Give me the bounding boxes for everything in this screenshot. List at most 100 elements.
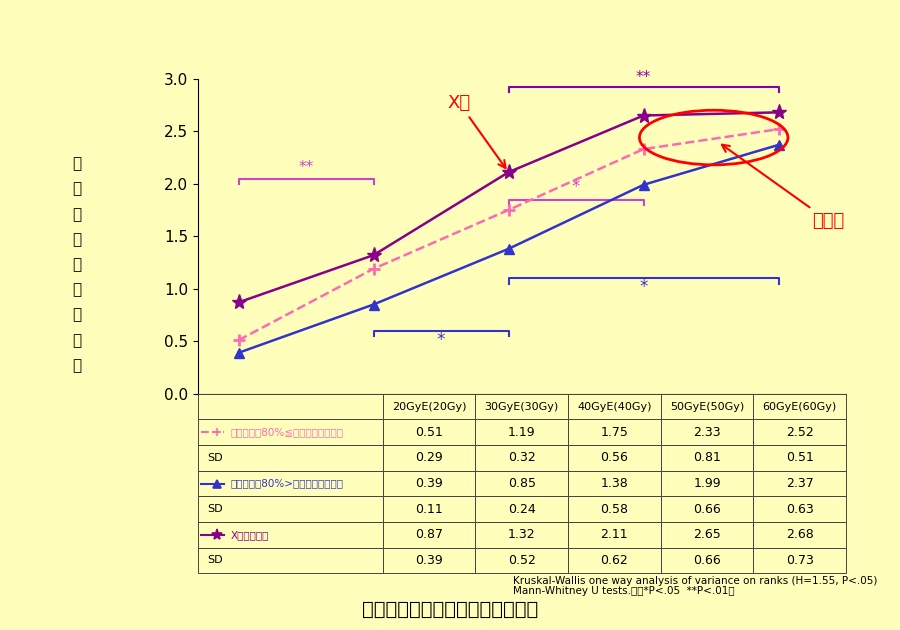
Bar [568, 445, 661, 471]
Bar [382, 496, 475, 522]
Bar [382, 547, 475, 573]
Text: 0.66: 0.66 [693, 554, 721, 567]
Text: 0.24: 0.24 [508, 503, 536, 516]
Bar [382, 522, 475, 547]
Text: 60GyE(60Gy): 60GyE(60Gy) [762, 401, 837, 411]
Bar [382, 420, 475, 445]
Text: SD: SD [208, 453, 223, 463]
Bar [661, 547, 753, 573]
Bar [568, 394, 661, 420]
Text: 粘: 粘 [72, 207, 81, 222]
Text: 40GyE(40Gy): 40GyE(40Gy) [577, 401, 652, 411]
Text: 0.11: 0.11 [415, 503, 443, 516]
Text: 腔: 腔 [72, 181, 81, 197]
Bar [475, 445, 568, 471]
Bar [661, 522, 753, 547]
Text: SD: SD [208, 504, 223, 514]
Text: 1.38: 1.38 [600, 477, 628, 490]
Bar [753, 522, 846, 547]
Text: 1.99: 1.99 [693, 477, 721, 490]
Bar [198, 420, 382, 445]
Bar [198, 496, 382, 522]
Text: 2.68: 2.68 [786, 529, 814, 541]
Bar [475, 471, 568, 496]
Text: 0.81: 0.81 [693, 451, 721, 464]
Text: 1.32: 1.32 [508, 529, 536, 541]
Text: 口: 口 [72, 156, 81, 171]
Text: **: ** [299, 161, 313, 175]
Bar [475, 522, 568, 547]
Bar [568, 420, 661, 445]
Text: X線: X線 [448, 94, 506, 168]
Bar [753, 445, 846, 471]
Text: Mann-Whitney U tests.　（*P<.05  **P<.01）: Mann-Whitney U tests. （*P<.05 **P<.01） [513, 586, 734, 596]
Text: 0.87: 0.87 [415, 529, 443, 541]
Text: 0.63: 0.63 [786, 503, 814, 516]
Bar [382, 394, 475, 420]
Text: 0.39: 0.39 [415, 477, 443, 490]
Text: 0.85: 0.85 [508, 477, 536, 490]
Text: 1.19: 1.19 [508, 426, 536, 438]
Text: 口腔内照射80%>の対象者の平均値: 口腔内照射80%>の対象者の平均値 [230, 479, 344, 488]
Text: X線の平均値: X線の平均値 [230, 530, 269, 540]
Bar [475, 496, 568, 522]
Bar [382, 471, 475, 496]
Bar [753, 420, 846, 445]
Bar [475, 394, 568, 420]
Bar [475, 420, 568, 445]
Text: 0.39: 0.39 [415, 554, 443, 567]
Text: 均: 均 [72, 333, 81, 348]
Bar [568, 496, 661, 522]
Text: *: * [572, 178, 580, 197]
Bar [661, 420, 753, 445]
Text: *: * [639, 278, 648, 296]
Bar [475, 547, 568, 573]
Bar [753, 496, 846, 522]
Text: 0.29: 0.29 [415, 451, 443, 464]
Text: 2.52: 2.52 [786, 426, 814, 438]
Text: 2.37: 2.37 [786, 477, 814, 490]
Text: *: * [436, 331, 446, 348]
Text: Kruskal-Wallis one way analysis of variance on ranks (H=1.55, P<.05): Kruskal-Wallis one way analysis of varia… [513, 576, 878, 586]
Text: 2.33: 2.33 [693, 426, 721, 438]
Text: **: ** [636, 70, 651, 85]
Text: 0.66: 0.66 [693, 503, 721, 516]
Bar [753, 547, 846, 573]
Bar [198, 445, 382, 471]
Text: 値: 値 [72, 358, 81, 373]
Text: 30GyE(30Gy): 30GyE(30Gy) [484, 401, 559, 411]
Text: 20GyE(20Gy): 20GyE(20Gy) [392, 401, 466, 411]
Bar [568, 471, 661, 496]
Text: 口腔粘膜炎の平均値の経時的変化: 口腔粘膜炎の平均値の経時的変化 [362, 600, 538, 619]
Bar [753, 471, 846, 496]
Text: 0.62: 0.62 [600, 554, 628, 567]
Bar [661, 445, 753, 471]
Text: 0.73: 0.73 [786, 554, 814, 567]
Text: 50GyE(50Gy): 50GyE(50Gy) [670, 401, 744, 411]
Bar [661, 496, 753, 522]
Text: 1.75: 1.75 [600, 426, 628, 438]
Bar [198, 394, 382, 420]
Text: 2.65: 2.65 [693, 529, 721, 541]
Bar [568, 522, 661, 547]
Text: 口腔内照射80%≦の対象者の平均値: 口腔内照射80%≦の対象者の平均値 [230, 427, 344, 437]
Text: 0.58: 0.58 [600, 503, 628, 516]
Bar [661, 471, 753, 496]
Text: 2.11: 2.11 [600, 529, 628, 541]
Text: 0.52: 0.52 [508, 554, 536, 567]
Text: 膜: 膜 [72, 232, 81, 247]
Text: 平: 平 [72, 307, 81, 323]
Text: 炎: 炎 [72, 257, 81, 272]
Bar [568, 547, 661, 573]
Text: 0.51: 0.51 [415, 426, 443, 438]
Text: 粒子線: 粒子線 [722, 145, 844, 230]
Bar [382, 445, 475, 471]
Bar [198, 547, 382, 573]
Bar [198, 522, 382, 547]
Text: 0.56: 0.56 [600, 451, 628, 464]
Text: 0.32: 0.32 [508, 451, 536, 464]
Bar [198, 471, 382, 496]
Text: 0.51: 0.51 [786, 451, 814, 464]
Text: SD: SD [208, 556, 223, 566]
Bar [753, 394, 846, 420]
